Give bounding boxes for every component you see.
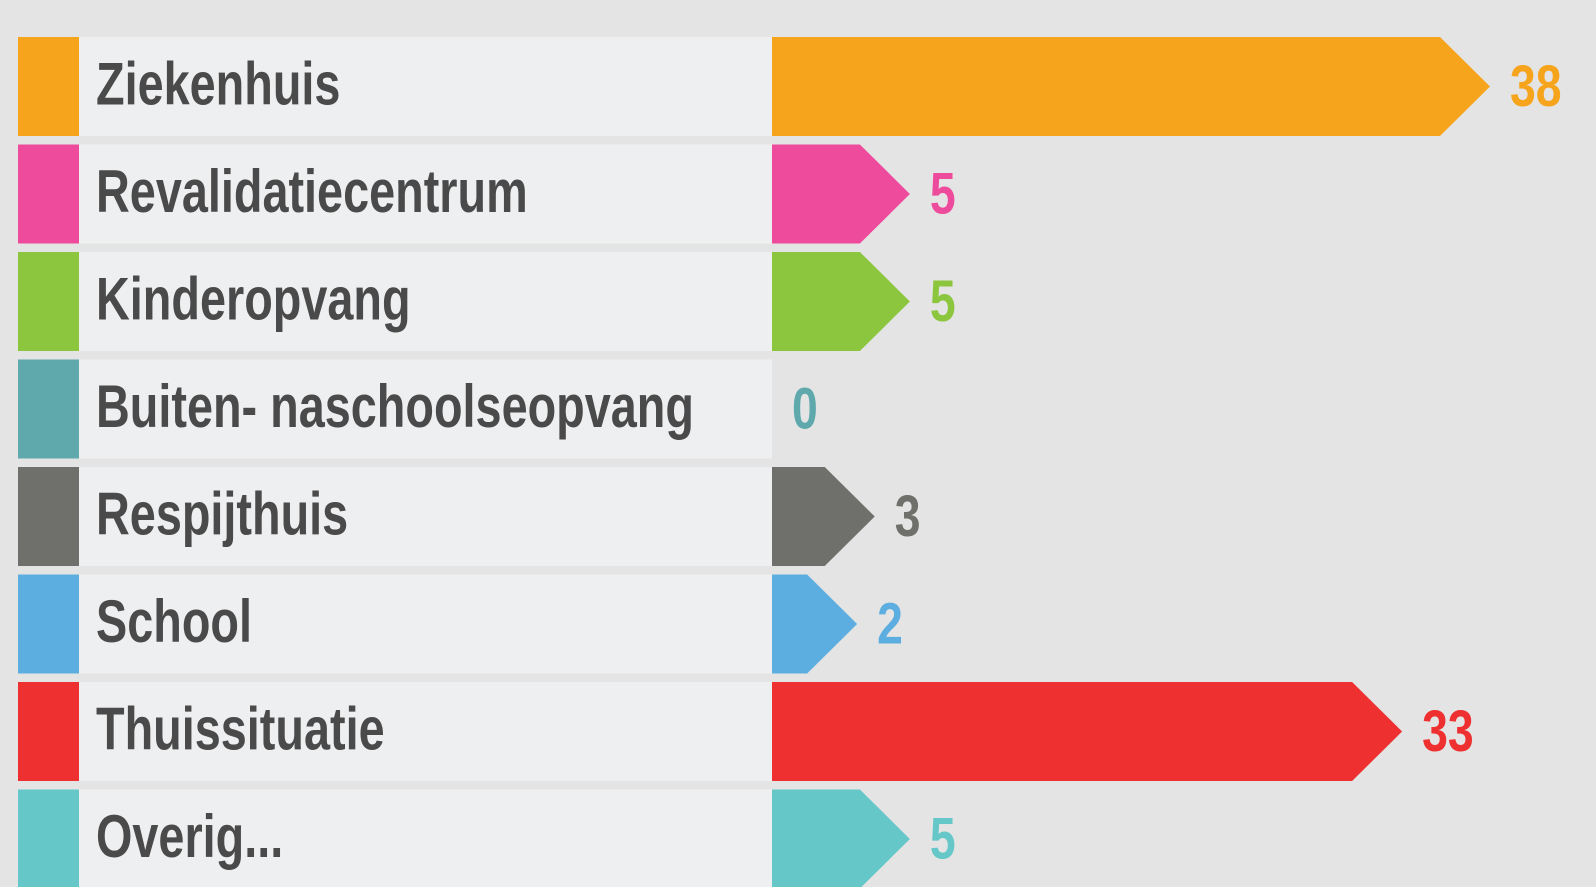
bar [772, 467, 875, 566]
category-label: Revalidatiecentrum [96, 158, 528, 225]
label-panel [79, 359, 772, 459]
value-label: 0 [792, 376, 818, 441]
color-swatch [18, 252, 79, 351]
label-panel [79, 467, 772, 566]
category-label: Ziekenhuis [96, 51, 340, 118]
category-label: Buiten- naschoolseopvang [96, 373, 694, 440]
label-panel [79, 144, 772, 244]
bar [772, 37, 1490, 136]
bar [772, 574, 858, 674]
label-panel [79, 252, 772, 351]
category-label: Overig... [96, 803, 283, 870]
bar [772, 144, 910, 244]
bar [772, 682, 1403, 781]
value-label: 5 [930, 806, 956, 871]
category-label: School [96, 588, 252, 655]
value-label: 2 [877, 591, 903, 656]
bar [772, 789, 910, 887]
color-swatch [18, 789, 79, 887]
color-swatch [18, 574, 79, 674]
value-label: 3 [895, 484, 921, 549]
bar [772, 252, 910, 351]
value-label: 33 [1422, 699, 1474, 764]
value-label: 5 [930, 269, 956, 334]
color-swatch [18, 144, 79, 244]
color-swatch [18, 467, 79, 566]
color-swatch [18, 682, 79, 781]
label-panel [79, 682, 772, 781]
label-panel [79, 574, 772, 674]
value-label: 38 [1510, 54, 1562, 119]
category-label: Kinderopvang [96, 266, 411, 333]
label-panel [79, 789, 772, 887]
category-label: Respijthuis [96, 481, 348, 548]
value-label: 5 [930, 161, 956, 226]
category-label: Thuissituatie [96, 696, 385, 763]
color-swatch [18, 37, 79, 136]
label-panel [79, 37, 772, 136]
color-swatch [18, 359, 79, 459]
